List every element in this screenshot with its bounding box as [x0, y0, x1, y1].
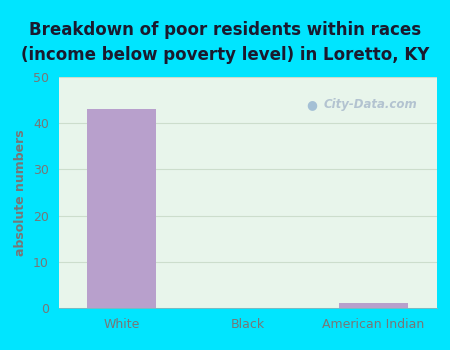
Text: (income below poverty level) in Loretto, KY: (income below poverty level) in Loretto,…	[21, 46, 429, 63]
Text: City-Data.com: City-Data.com	[323, 98, 417, 111]
Text: Breakdown of poor residents within races: Breakdown of poor residents within races	[29, 21, 421, 39]
Y-axis label: absolute numbers: absolute numbers	[14, 129, 27, 256]
Bar	[339, 303, 408, 308]
Text: ●: ●	[306, 98, 317, 111]
Bar	[87, 109, 156, 308]
